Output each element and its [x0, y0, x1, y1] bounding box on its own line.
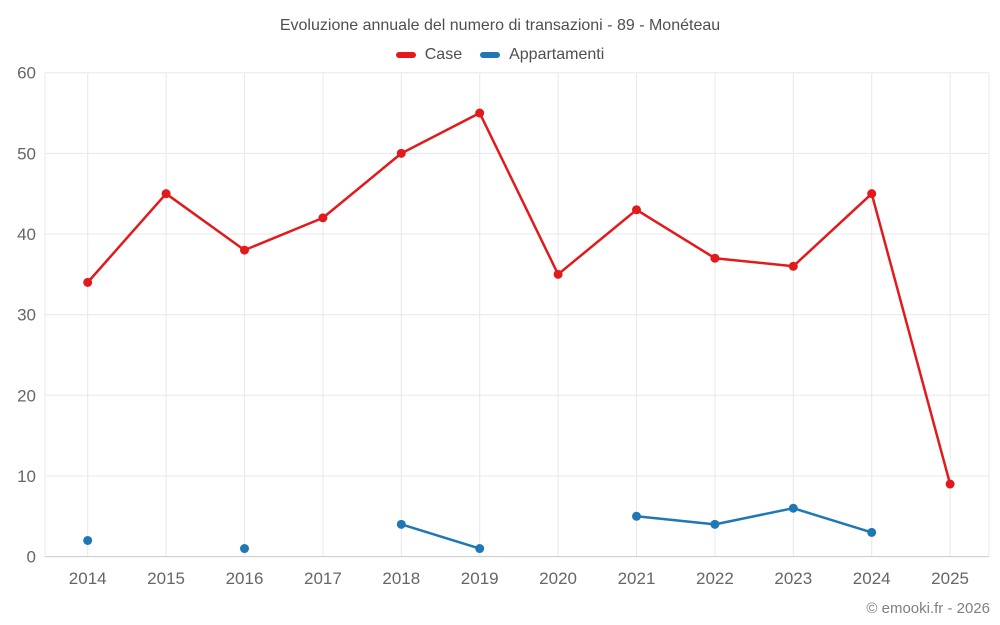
x-tick-label: 2015 [147, 569, 185, 588]
data-point-appartamenti[interactable] [240, 544, 249, 554]
series-line-case [86, 111, 952, 486]
y-tick-label: 50 [17, 144, 36, 163]
data-point-case[interactable] [161, 189, 171, 199]
x-tick-label: 2014 [69, 569, 107, 588]
x-tick-label: 2023 [774, 569, 812, 588]
data-point-case[interactable] [632, 205, 641, 215]
data-point-appartamenti[interactable] [475, 544, 485, 554]
data-point-appartamenti[interactable] [710, 519, 720, 529]
data-point-case[interactable] [945, 479, 955, 489]
chart-legend: Case Appartamenti [0, 46, 1000, 64]
y-tick-label: 30 [17, 306, 36, 325]
data-point-appartamenti[interactable] [83, 535, 93, 545]
x-tick-label: 2020 [539, 569, 577, 588]
data-point-case[interactable] [240, 245, 249, 255]
series-line-appartamenti [635, 506, 873, 534]
x-tick-label: 2021 [618, 569, 656, 588]
legend-item-case[interactable]: Case [395, 46, 463, 64]
series-line-appartamenti [400, 523, 481, 550]
data-point-case[interactable] [867, 189, 877, 199]
data-point-case[interactable] [396, 148, 406, 158]
data-point-case[interactable] [475, 108, 485, 118]
y-tick-label: 10 [17, 467, 36, 486]
legend-item-appartamenti[interactable]: Appartamenti [480, 46, 604, 64]
x-tick-label: 2019 [461, 569, 499, 588]
chart-title: Evoluzione annuale del numero di transaz… [279, 17, 721, 34]
chart-footer: © emooki.fr - 2026 [866, 600, 990, 617]
data-point-appartamenti[interactable] [396, 519, 406, 529]
x-tick-label: 2017 [304, 569, 342, 588]
y-tick-label: 0 [27, 548, 36, 567]
legend-label-appartamenti: Appartamenti [509, 46, 605, 63]
data-point-appartamenti[interactable] [632, 511, 641, 521]
x-tick-label: 2018 [382, 569, 420, 588]
data-point-case[interactable] [553, 269, 563, 279]
x-tick-label: 2025 [931, 569, 969, 588]
y-tick-label: 40 [17, 225, 36, 244]
data-point-appartamenti[interactable] [867, 527, 877, 537]
legend-swatch-case [395, 52, 416, 58]
y-tick-label: 20 [17, 386, 36, 405]
legend-swatch-appartamenti [480, 52, 501, 58]
data-point-case[interactable] [788, 261, 798, 271]
data-point-appartamenti[interactable] [788, 503, 798, 513]
data-point-case[interactable] [83, 277, 93, 287]
data-point-case[interactable] [710, 253, 720, 263]
x-tick-label: 2024 [853, 569, 891, 588]
x-tick-label: 2022 [696, 569, 734, 588]
legend-label-case: Case [424, 46, 463, 63]
x-tick-label: 2016 [226, 569, 264, 588]
y-tick-label: 60 [17, 64, 36, 83]
data-point-case[interactable] [318, 213, 328, 223]
